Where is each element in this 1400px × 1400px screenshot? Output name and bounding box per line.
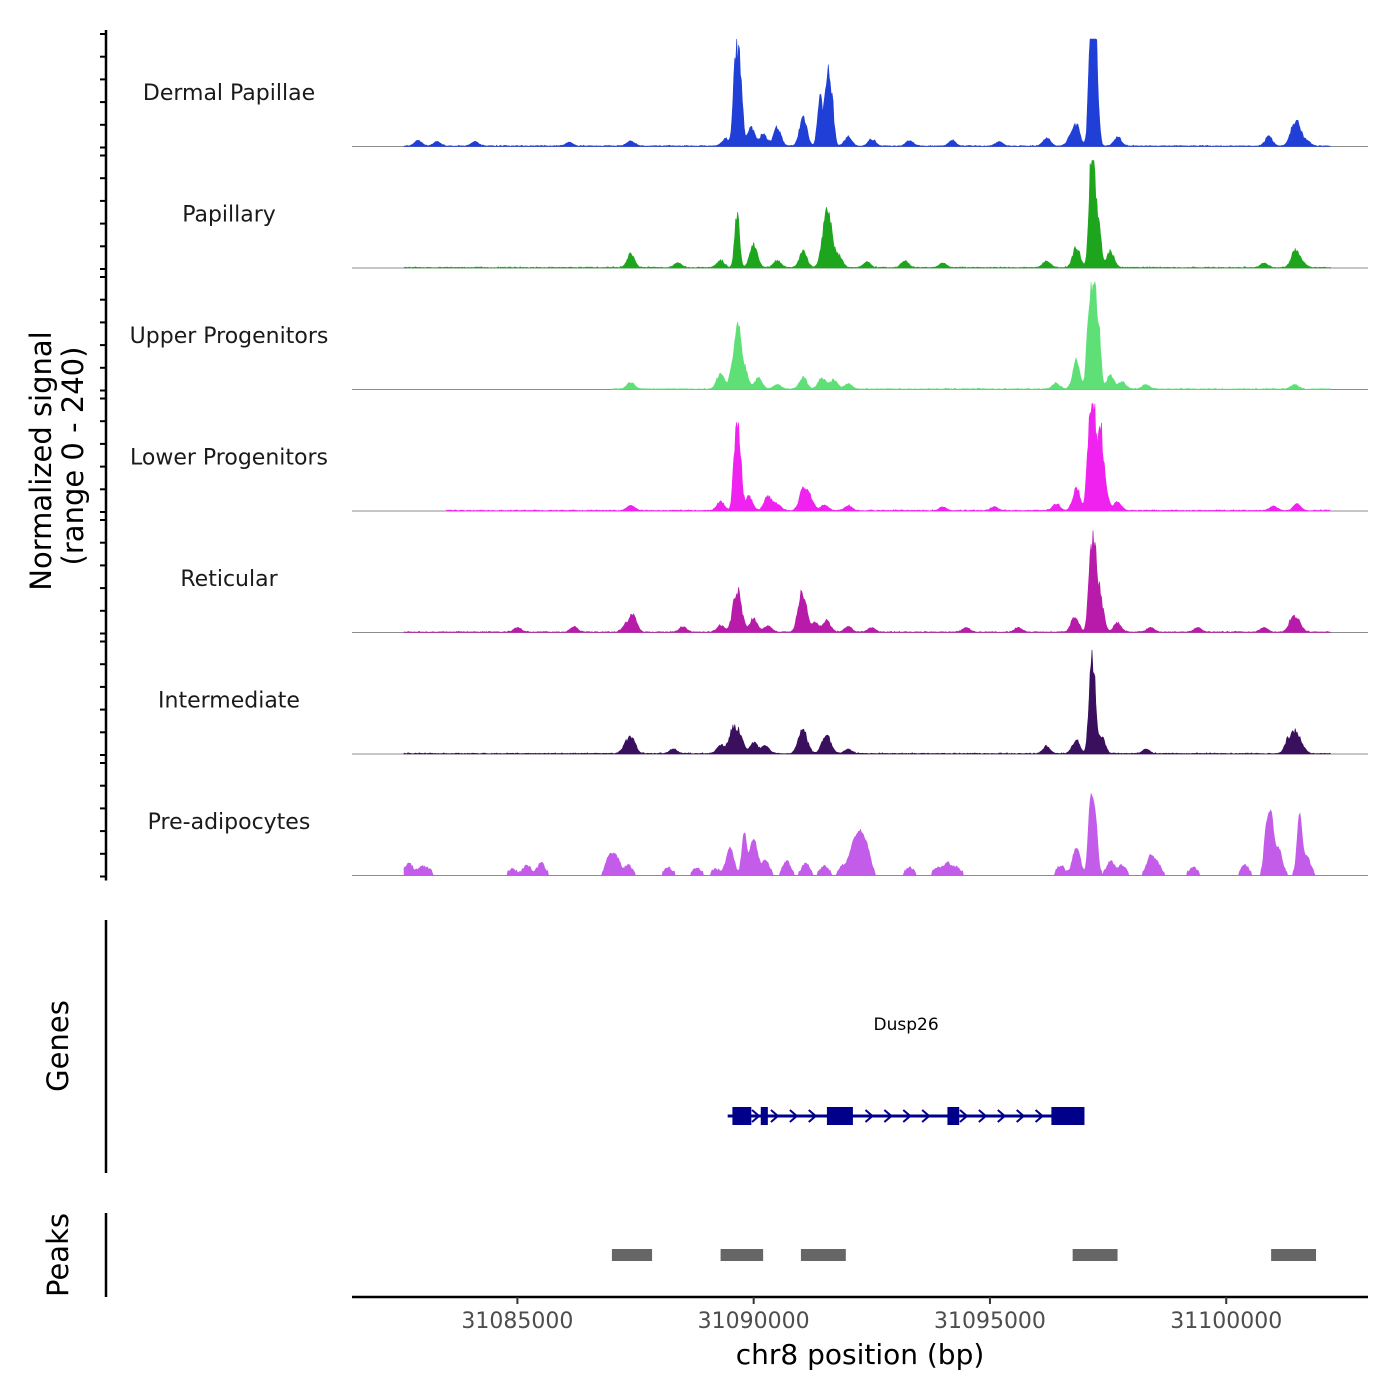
strand-arrow: [959, 1109, 969, 1123]
peak-region: [800, 1249, 846, 1261]
track-pre-adipocytes: Pre-adipocytes: [148, 792, 1368, 876]
x-tick-label: 31095000: [934, 1309, 1046, 1334]
coverage-area: [446, 403, 1331, 512]
track-label: Reticular: [180, 567, 278, 592]
peak-region: [1072, 1249, 1118, 1261]
strand-arrow: [978, 1109, 988, 1123]
x-tick-label: 31100000: [1170, 1309, 1282, 1334]
track-label: Intermediate: [158, 689, 300, 714]
strand-arrow: [921, 1109, 931, 1123]
peak-region: [720, 1249, 764, 1261]
peaks-track: [611, 1249, 1317, 1261]
strand-arrow: [770, 1109, 780, 1123]
track-dermal-papillae: Dermal Papillae: [143, 38, 1368, 147]
gene-dusp26: Dusp26: [727, 1015, 1085, 1125]
gene-exon: [760, 1107, 768, 1125]
gene-label: Dusp26: [873, 1015, 938, 1035]
coverage-tracks: Dermal Papillae Papillary Upper Progenitor…: [130, 38, 1368, 876]
x-axis-title: chr8 position (bp): [736, 1338, 985, 1371]
track-lower-progenitors: Lower Progenitors: [130, 403, 1368, 512]
x-tick-label: 31085000: [461, 1309, 573, 1334]
coverage-area: [403, 38, 1331, 147]
strand-arrow: [751, 1109, 761, 1123]
strand-arrow: [1016, 1109, 1026, 1123]
track-upper-progenitors: Upper Progenitors: [130, 280, 1368, 390]
coverage-area: [611, 280, 1331, 390]
signal-y-axis: [100, 30, 108, 881]
gene-exon: [947, 1107, 960, 1125]
strand-arrow: [864, 1109, 874, 1123]
y-axis-title: Normalized signal: [24, 331, 58, 590]
coverage-area: [403, 649, 1331, 755]
track-papillary: Papillary: [182, 160, 1368, 269]
peak-region: [1271, 1249, 1317, 1261]
strand-arrow: [902, 1109, 912, 1123]
strand-arrow: [883, 1109, 893, 1123]
track-label: Pre-adipocytes: [148, 810, 311, 835]
peak-region: [611, 1249, 653, 1261]
gene-exon: [732, 1107, 752, 1125]
track-intermediate: Intermediate: [158, 649, 1368, 755]
coverage-area: [403, 530, 1331, 633]
track-label: Lower Progenitors: [130, 446, 328, 471]
peaks-panel-title: Peaks: [41, 1213, 75, 1297]
gene-exon: [826, 1107, 853, 1125]
strand-arrow: [789, 1109, 799, 1123]
gene-exon: [1051, 1107, 1085, 1125]
coverage-area: [403, 160, 1331, 269]
track-label: Papillary: [182, 203, 276, 228]
strand-arrow: [1034, 1109, 1045, 1123]
track-reticular: Reticular: [180, 530, 1368, 633]
track-label: Dermal Papillae: [143, 81, 315, 106]
y-axis-range: (range 0 - 240): [56, 347, 90, 566]
x-axis: 31085000 31090000 31095000 31100000: [352, 1295, 1368, 1334]
gene-track: Dusp26: [727, 1015, 1085, 1125]
coverage-area: [403, 792, 1331, 876]
genes-panel-title: Genes: [41, 1000, 75, 1092]
strand-arrow: [997, 1109, 1007, 1123]
strand-arrow: [808, 1109, 818, 1123]
track-label: Upper Progenitors: [130, 324, 329, 349]
x-tick-label: 31090000: [698, 1309, 810, 1334]
